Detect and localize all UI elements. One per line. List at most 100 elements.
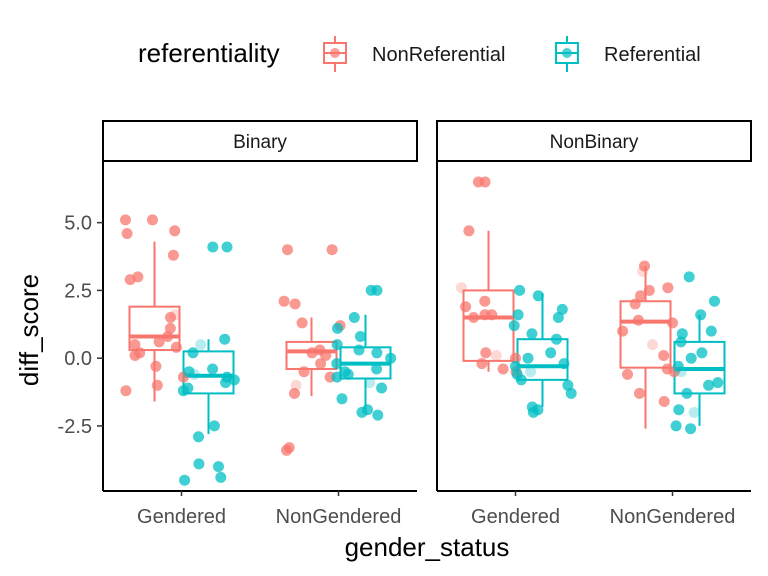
point-binary-gendered-nonreferential bbox=[170, 341, 182, 353]
point-binary-gendered-referential bbox=[195, 339, 207, 351]
point-binary-nongendered-referential bbox=[371, 347, 383, 359]
point-binary-gendered-referential bbox=[207, 241, 219, 253]
box-binary-gendered-nonreferential-iqr bbox=[128, 305, 181, 352]
point-binary-gendered-nonreferential bbox=[120, 385, 132, 397]
y-axis-title: diff_score bbox=[14, 274, 44, 386]
point-nonbinary-nongendered-nonreferential bbox=[647, 339, 659, 351]
point-binary-nongendered-referential bbox=[331, 339, 343, 351]
point-nonbinary-gendered-nonreferential bbox=[476, 358, 488, 370]
point-binary-nongendered-nonreferential bbox=[315, 358, 327, 370]
point-binary-nongendered-referential bbox=[332, 322, 343, 334]
point-nonbinary-nongendered-referential bbox=[709, 295, 720, 307]
point-nonbinary-nongendered-referential bbox=[696, 347, 708, 359]
y-axis: 5.0 2.5 0.0 -2.5 bbox=[58, 213, 103, 438]
y-tick-label: -2.5 bbox=[58, 416, 92, 438]
point-binary-gendered-referential bbox=[183, 366, 195, 378]
point-nonbinary-gendered-referential bbox=[551, 333, 562, 345]
point-binary-gendered-referential bbox=[207, 363, 219, 375]
point-binary-nongendered-referential bbox=[371, 363, 383, 375]
point-binary-gendered-nonreferential bbox=[162, 331, 174, 342]
legend-key-referential bbox=[555, 36, 579, 72]
point-nonbinary-gendered-nonreferential bbox=[510, 352, 521, 364]
x-tick-label: NonGendered bbox=[610, 506, 736, 528]
point-nonbinary-nongendered-nonreferential bbox=[629, 298, 641, 310]
point-nonbinary-nongendered-referential bbox=[676, 328, 688, 340]
point-binary-gendered-nonreferential bbox=[129, 350, 141, 361]
point-nonbinary-gendered-nonreferential bbox=[460, 301, 472, 313]
point-binary-gendered-nonreferential bbox=[169, 225, 181, 237]
point-binary-gendered-referential bbox=[221, 241, 233, 253]
point-nonbinary-gendered-nonreferential bbox=[479, 295, 491, 307]
point-nonbinary-nongendered-nonreferential bbox=[658, 396, 670, 407]
point-nonbinary-gendered-nonreferential bbox=[468, 312, 480, 323]
point-binary-nongendered-nonreferential bbox=[289, 298, 301, 310]
y-tick-label: 0.0 bbox=[64, 348, 92, 370]
point-nonbinary-nongendered-referential bbox=[675, 366, 687, 378]
point-binary-gendered-nonreferential bbox=[151, 379, 163, 391]
point-nonbinary-nongendered-referential bbox=[673, 404, 685, 416]
point-binary-nongendered-nonreferential bbox=[320, 350, 332, 361]
point-nonbinary-nongendered-nonreferential bbox=[617, 325, 629, 337]
point-nonbinary-gendered-referential bbox=[522, 352, 534, 364]
point-binary-nongendered-referential bbox=[376, 382, 388, 394]
facet-strip-nonbinary-box bbox=[436, 120, 752, 162]
point-binary-gendered-nonreferential bbox=[147, 214, 158, 226]
point-nonbinary-nongendered-nonreferential bbox=[637, 265, 649, 277]
point-nonbinary-nongendered-referential bbox=[712, 377, 724, 389]
facet-strip-nonbinary: NonBinary bbox=[436, 120, 752, 162]
point-binary-nongendered-referential bbox=[331, 371, 343, 383]
point-binary-gendered-nonreferential bbox=[129, 339, 141, 351]
legend-label-referential: Referential bbox=[604, 44, 701, 66]
facet-strip-binary: Binary bbox=[102, 120, 418, 162]
legend-key-nonreferential-point bbox=[330, 48, 340, 58]
point-nonbinary-nongendered-nonreferential bbox=[634, 387, 645, 399]
point-binary-nongendered-referential bbox=[342, 368, 354, 380]
point-nonbinary-gendered-referential bbox=[515, 374, 527, 386]
point-nonbinary-nongendered-referential bbox=[688, 406, 700, 418]
point-nonbinary-nongendered-nonreferential bbox=[643, 284, 655, 296]
point-binary-nongendered-nonreferential bbox=[298, 366, 310, 378]
point-nonbinary-nongendered-referential bbox=[703, 379, 715, 391]
point-binary-nongendered-referential bbox=[371, 284, 383, 296]
point-binary-nongendered-nonreferential bbox=[278, 295, 290, 307]
point-nonbinary-gendered-referential bbox=[512, 309, 524, 321]
point-binary-gendered-nonreferential bbox=[153, 336, 165, 348]
point-binary-nongendered-referential bbox=[348, 312, 360, 323]
point-nonbinary-nongendered-referential bbox=[675, 336, 687, 348]
legend: referentiality NonReferential Referentia… bbox=[138, 36, 701, 72]
point-binary-gendered-nonreferential bbox=[167, 249, 179, 261]
point-binary-gendered-referential bbox=[213, 461, 224, 473]
point-binary-nongendered-nonreferential bbox=[326, 244, 338, 256]
x-axis-title: gender_status bbox=[345, 532, 510, 562]
point-nonbinary-gendered-nonreferential bbox=[497, 363, 509, 375]
point-nonbinary-gendered-nonreferential bbox=[480, 347, 492, 359]
point-binary-nongendered-nonreferential bbox=[306, 347, 318, 359]
point-nonbinary-nongendered-nonreferential bbox=[662, 282, 674, 294]
point-binary-gendered-nonreferential bbox=[165, 312, 176, 323]
point-nonbinary-nongendered-nonreferential bbox=[632, 314, 644, 326]
point-binary-gendered-referential bbox=[215, 471, 227, 483]
point-nonbinary-nongendered-referential bbox=[681, 387, 693, 399]
point-binary-nongendered-nonreferential bbox=[281, 444, 293, 456]
point-nonbinary-gendered-referential bbox=[532, 290, 544, 302]
point-nonbinary-nongendered-nonreferential bbox=[658, 350, 670, 361]
x-tick-label: Gendered bbox=[137, 506, 226, 528]
point-binary-nongendered-referential bbox=[354, 331, 366, 342]
point-binary-nongendered-referential bbox=[336, 393, 348, 405]
point-nonbinary-gendered-referential bbox=[525, 366, 537, 378]
point-binary-gendered-referential bbox=[193, 431, 204, 443]
point-nonbinary-gendered-referential bbox=[565, 387, 577, 399]
point-nonbinary-gendered-referential bbox=[514, 284, 526, 296]
point-binary-gendered-nonreferential bbox=[124, 274, 136, 286]
point-binary-gendered-referential bbox=[219, 333, 231, 345]
point-binary-gendered-referential bbox=[228, 374, 240, 386]
facet-strip-binary-box bbox=[102, 120, 418, 162]
box-binary-nongendered-referential bbox=[339, 314, 392, 410]
point-nonbinary-gendered-referential bbox=[508, 320, 520, 332]
point-nonbinary-gendered-referential bbox=[526, 328, 538, 340]
point-nonbinary-gendered-nonreferential bbox=[455, 282, 467, 294]
panel-nonbinary bbox=[436, 162, 751, 492]
point-binary-gendered-referential bbox=[188, 368, 200, 380]
